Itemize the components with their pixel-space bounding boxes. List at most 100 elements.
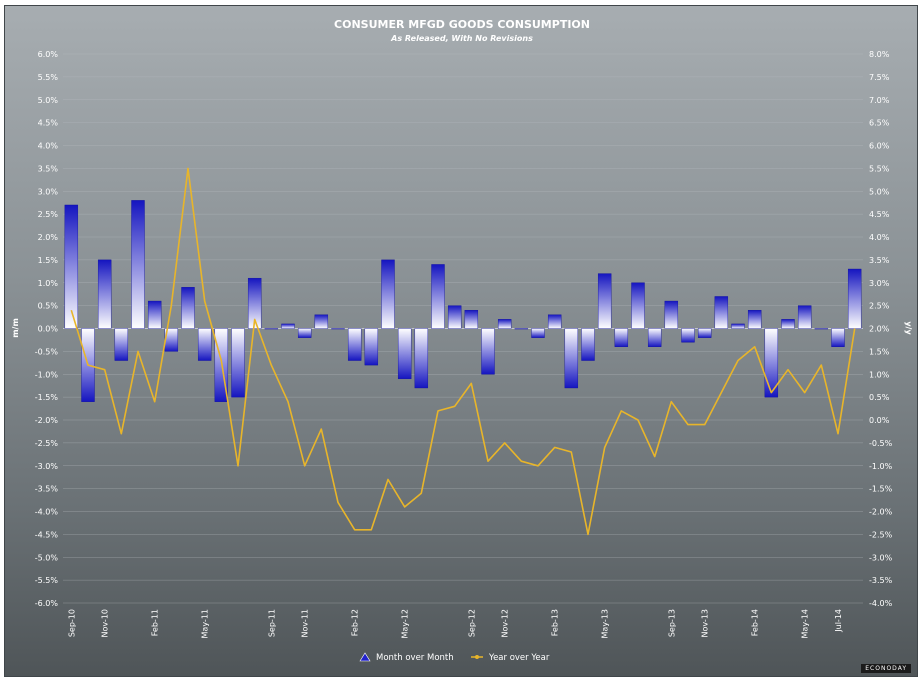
bar: [747, 310, 762, 329]
bar: [264, 328, 279, 330]
bar-series: [64, 200, 862, 402]
bar: [797, 305, 812, 329]
right-tick-label: 1.0%: [869, 370, 890, 379]
left-tick-label: -5.0%: [35, 553, 59, 562]
left-tick-label: 0.0%: [38, 325, 59, 334]
bar: [447, 305, 462, 329]
legend-item-mom: Month over Month: [359, 652, 454, 663]
bar: [631, 282, 645, 329]
bar: [731, 323, 745, 329]
bar: [147, 300, 162, 329]
left-tick-label: -3.5%: [35, 485, 59, 494]
bar: [331, 328, 345, 330]
left-axis-ticks: -6.0% -5.5% -5.0% -4.5% -4.0% -3.5% -3.0% -2.5%…: [35, 50, 59, 608]
chart-title: CONSUMER MFGD GOODS CONSUMPTION: [334, 18, 590, 31]
bar: [314, 314, 329, 329]
left-tick-label: -4.0%: [35, 508, 59, 517]
bar: [664, 300, 679, 329]
left-tick-label: -0.5%: [35, 347, 59, 356]
right-tick-label: 5.0%: [869, 187, 890, 196]
bar: [64, 204, 79, 329]
x-tick-label: Jul-14: [834, 609, 843, 633]
right-tick-label: 7.5%: [869, 73, 890, 82]
bar: [247, 277, 262, 329]
chart-subtitle: As Released, With No Revisions: [390, 34, 533, 43]
circle-icon: [475, 655, 479, 659]
left-tick-label: 4.5%: [38, 119, 59, 128]
x-tick-label: Nov-12: [501, 609, 510, 637]
bar: [781, 319, 795, 329]
bar: [564, 328, 579, 389]
legend: Month over Month Year over Year: [359, 652, 550, 663]
left-tick-label: 2.5%: [38, 210, 59, 219]
x-tick-label: Feb-14: [751, 609, 760, 636]
left-tick-label: 0.5%: [38, 302, 59, 311]
right-tick-label: 2.0%: [869, 325, 890, 334]
bar: [547, 314, 562, 329]
right-tick-label: -4.0%: [869, 599, 893, 608]
right-tick-label: 6.0%: [869, 142, 890, 151]
triangle-icon: [359, 652, 371, 662]
x-tick-label: Nov-10: [101, 609, 110, 637]
bar: [347, 328, 362, 361]
right-tick-label: 2.5%: [869, 302, 890, 311]
left-tick-label: 1.0%: [38, 279, 59, 288]
right-tick-label: 4.0%: [869, 233, 890, 242]
legend-item-yoy: Year over Year: [471, 653, 550, 663]
right-tick-label: 3.5%: [869, 256, 890, 265]
left-tick-label: 3.0%: [38, 187, 59, 196]
bar: [297, 328, 312, 338]
left-tick-label: 1.5%: [38, 256, 59, 265]
bar: [281, 323, 295, 329]
right-tick-label: -1.5%: [869, 485, 893, 494]
left-tick-label: -3.0%: [35, 462, 59, 471]
bar: [714, 296, 729, 329]
legend-label-yoy: Year over Year: [488, 653, 550, 663]
chart-panel: CONSUMER MFGD GOODS CONSUMPTION As Relea…: [4, 5, 918, 677]
bar: [231, 328, 245, 398]
bar: [464, 310, 479, 329]
bar: [481, 328, 495, 375]
left-tick-label: 6.0%: [38, 50, 59, 59]
x-tick-label: May-11: [201, 609, 210, 638]
chart: CONSUMER MFGD GOODS CONSUMPTION As Relea…: [11, 18, 913, 663]
bar: [114, 328, 129, 361]
right-tick-label: -2.0%: [869, 508, 893, 517]
bar: [181, 287, 195, 329]
right-tick-label: -1.0%: [869, 462, 893, 471]
bar: [397, 328, 412, 380]
left-tick-label: 4.0%: [38, 142, 59, 151]
right-tick-label: 4.5%: [869, 210, 890, 219]
right-tick-label: -2.5%: [869, 530, 893, 539]
left-tick-label: -1.5%: [35, 393, 59, 402]
right-axis-ticks: -4.0% -3.5% -3.0% -2.5% -2.0% -1.5% -1.0% -0.5%…: [869, 50, 893, 608]
left-tick-label: 5.5%: [38, 73, 59, 82]
bar: [764, 328, 779, 398]
left-tick-label: -2.0%: [35, 416, 59, 425]
x-tick-label: Feb-12: [351, 609, 360, 636]
x-tick-label: Nov-11: [301, 609, 310, 637]
bar: [831, 328, 845, 347]
bar: [614, 328, 629, 347]
right-tick-label: -3.0%: [869, 553, 893, 562]
bar: [647, 328, 662, 347]
x-tick-label: Feb-13: [551, 609, 560, 636]
bar: [431, 264, 445, 329]
x-tick-label: Sep-11: [267, 609, 276, 637]
bar: [814, 328, 829, 330]
x-tick-label: May-13: [601, 609, 610, 638]
bar: [531, 328, 545, 338]
bar: [497, 319, 512, 329]
bar: [381, 259, 395, 329]
left-tick-label: 3.5%: [38, 164, 59, 173]
x-tick-label: Sep-13: [667, 609, 676, 637]
legend-label-mom: Month over Month: [376, 653, 454, 663]
right-tick-label: 8.0%: [869, 50, 890, 59]
bar: [597, 273, 612, 329]
bar: [847, 268, 862, 329]
right-axis-title: y/y: [904, 321, 913, 335]
gridlines: [63, 53, 863, 604]
left-tick-label: 5.0%: [38, 96, 59, 105]
right-tick-label: 0.5%: [869, 393, 890, 402]
bar: [697, 328, 712, 338]
